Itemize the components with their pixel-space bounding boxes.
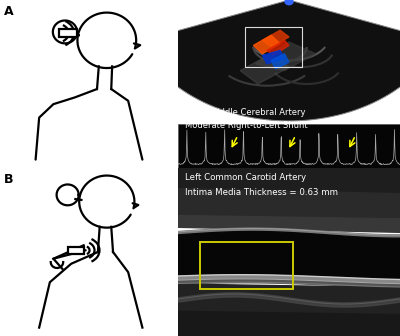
Polygon shape <box>240 54 289 84</box>
Polygon shape <box>256 42 316 71</box>
Text: Intima Media Thickness = 0.63 mm: Intima Media Thickness = 0.63 mm <box>185 188 338 197</box>
Bar <box>200 242 294 289</box>
Polygon shape <box>262 50 284 64</box>
Text: Moderate Right-to-Left Shunt: Moderate Right-to-Left Shunt <box>185 121 307 130</box>
Text: Left Common Carotid Artery: Left Common Carotid Artery <box>185 173 306 182</box>
Circle shape <box>285 0 293 5</box>
Bar <box>178 124 400 168</box>
Polygon shape <box>254 35 280 54</box>
Text: Right Middle Cerebral Artery: Right Middle Cerebral Artery <box>185 108 305 117</box>
Polygon shape <box>262 30 289 47</box>
Bar <box>59 29 77 37</box>
Text: A: A <box>4 5 13 18</box>
Polygon shape <box>271 54 289 69</box>
Text: B: B <box>4 173 13 186</box>
Polygon shape <box>267 40 289 55</box>
Polygon shape <box>139 0 400 121</box>
Bar <box>245 27 302 67</box>
Bar <box>68 247 84 254</box>
